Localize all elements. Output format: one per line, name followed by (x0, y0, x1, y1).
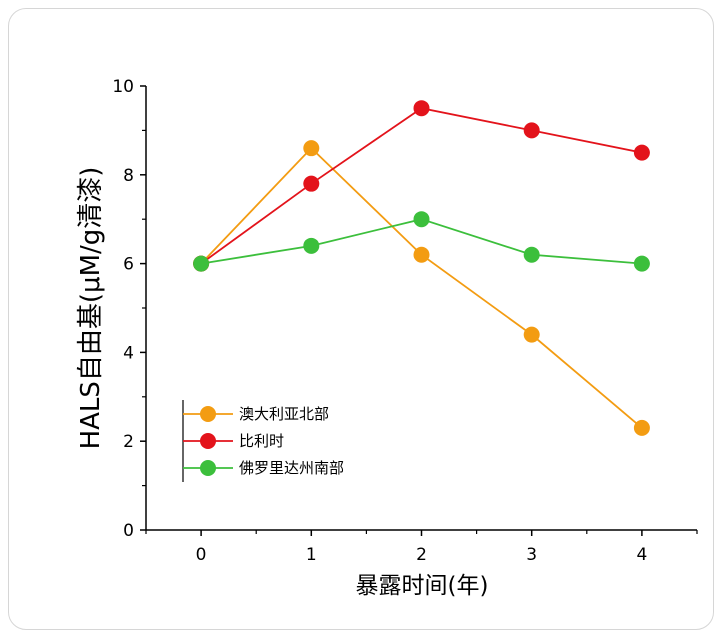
y-tick-label: 8 (123, 166, 134, 186)
data-point (303, 140, 320, 157)
data-point (633, 144, 650, 161)
y-axis-title: HALS自由基(μM/g清漆) (76, 167, 106, 450)
x-tick-label: 3 (526, 545, 537, 565)
legend-marker (200, 460, 216, 476)
series-layer (193, 100, 650, 436)
legend-marker (200, 433, 216, 449)
series-line (200, 107, 643, 265)
legend-marker (200, 406, 216, 422)
x-tick-label: 1 (306, 545, 317, 565)
y-tick-label: 2 (123, 432, 134, 452)
x-tick-label: 0 (196, 545, 207, 565)
data-point (303, 175, 320, 192)
y-tick-label: 0 (123, 521, 134, 541)
y-tick-label: 6 (123, 255, 134, 275)
data-point (193, 255, 210, 272)
legend-label: 佛罗里达州南部 (239, 459, 344, 477)
data-point (523, 122, 540, 139)
data-point (633, 255, 650, 272)
data-point (413, 100, 430, 117)
data-point (633, 419, 650, 436)
data-point (413, 246, 430, 263)
x-axis-title: 暴露时间(年) (356, 573, 489, 599)
y-tick-label: 4 (123, 343, 134, 363)
legend-label: 澳大利亚北部 (239, 405, 329, 423)
axes (145, 86, 697, 531)
ticks: 0 1 2 3 4 0 2 4 6 8 10 (112, 77, 698, 565)
data-point (303, 237, 320, 254)
series-line (200, 146, 643, 429)
x-tick-label: 2 (416, 545, 427, 565)
data-point (523, 246, 540, 263)
data-point (523, 326, 540, 343)
y-tick-label: 10 (112, 77, 134, 97)
legend-label: 比利时 (239, 432, 284, 450)
chart-card (8, 8, 714, 630)
data-point (413, 211, 430, 228)
x-tick-label: 4 (636, 545, 647, 565)
